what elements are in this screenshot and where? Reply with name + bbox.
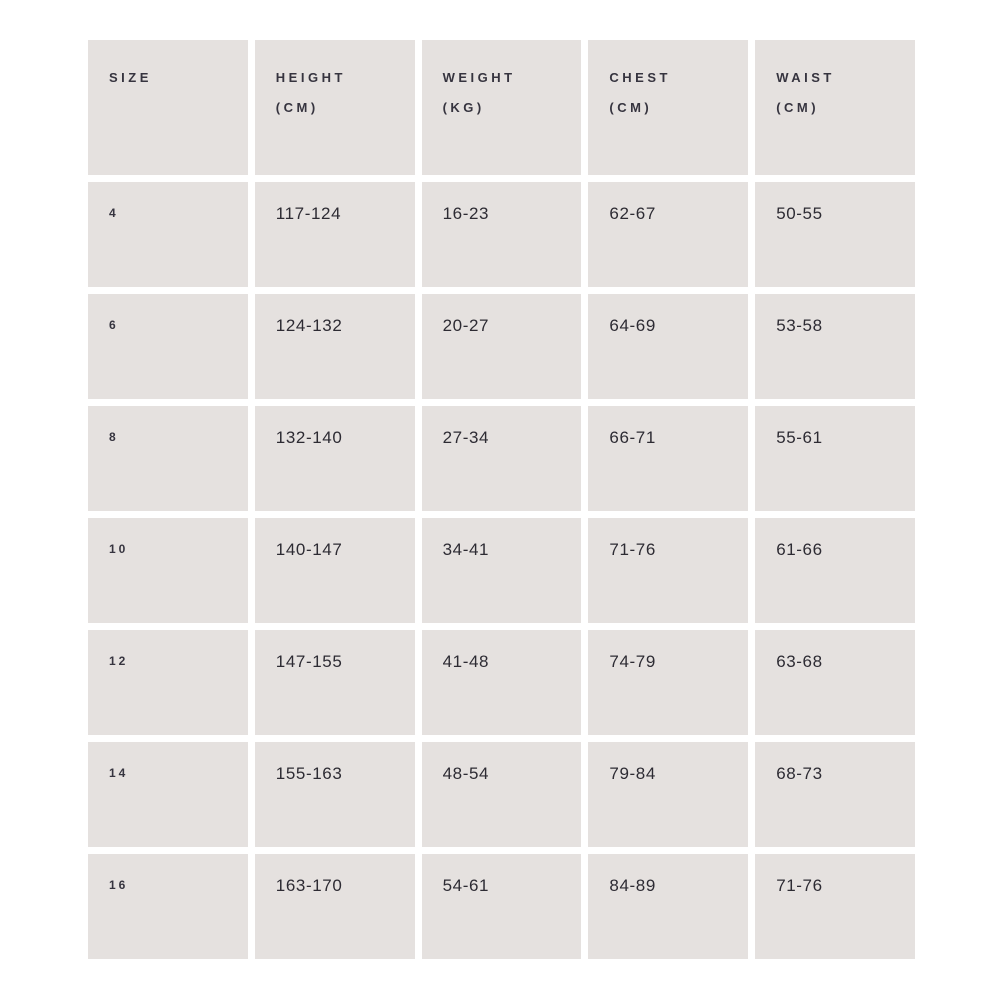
size-chart-table: SIZE HEIGHT (CM) WEIGHT (KG) CHEST (CM) … (88, 40, 915, 959)
table-cell-waist: 68-73 (755, 742, 915, 847)
table-cell-height: 124-132 (254, 294, 415, 399)
table-cell-chest: 71-76 (588, 518, 749, 623)
column-label-weight: WEIGHT (442, 70, 516, 85)
height-value: 124-132 (275, 316, 343, 335)
height-value: 163-170 (275, 876, 343, 895)
height-value: 140-147 (275, 540, 343, 559)
column-unit-chest: (CM) (609, 100, 653, 115)
table-cell-height: 147-155 (254, 630, 415, 735)
column-unit-height: (CM) (275, 100, 319, 115)
column-label-chest: CHEST (609, 70, 671, 85)
chest-value: 74-79 (609, 652, 656, 671)
column-unit-waist: (CM) (776, 100, 820, 115)
height-value: 132-140 (275, 428, 343, 447)
waist-value: 61-66 (776, 540, 823, 559)
waist-value: 71-76 (776, 876, 823, 895)
waist-value: 63-68 (776, 652, 823, 671)
table-cell-chest: 84-89 (588, 854, 749, 959)
header-cell-height: HEIGHT (CM) (254, 40, 415, 175)
table-cell-weight: 34-41 (421, 518, 582, 623)
table-cell-size: 8 (88, 406, 248, 511)
column-label-height: HEIGHT (275, 70, 346, 85)
weight-value: 48-54 (442, 764, 490, 783)
table-cell-chest: 79-84 (588, 742, 749, 847)
table-cell-height: 132-140 (254, 406, 415, 511)
size-value: 14 (109, 766, 129, 780)
table-cell-chest: 64-69 (588, 294, 749, 399)
header-cell-chest: CHEST (CM) (588, 40, 749, 175)
table-cell-size: 14 (88, 742, 248, 847)
table-cell-chest: 66-71 (588, 406, 749, 511)
chest-value: 66-71 (609, 428, 656, 447)
table-cell-waist: 50-55 (755, 182, 915, 287)
weight-value: 41-48 (442, 652, 490, 671)
table-cell-height: 140-147 (254, 518, 415, 623)
size-value: 16 (109, 878, 129, 892)
table-cell-weight: 20-27 (421, 294, 582, 399)
waist-value: 55-61 (776, 428, 823, 447)
table-cell-waist: 55-61 (755, 406, 915, 511)
table-cell-waist: 71-76 (755, 854, 915, 959)
height-value: 155-163 (275, 764, 343, 783)
table-cell-weight: 27-34 (421, 406, 582, 511)
table-cell-chest: 62-67 (588, 182, 749, 287)
waist-value: 68-73 (776, 764, 823, 783)
table-cell-waist: 53-58 (755, 294, 915, 399)
header-cell-size: SIZE (88, 40, 248, 175)
waist-value: 50-55 (776, 204, 823, 223)
table-cell-size: 10 (88, 518, 248, 623)
table-cell-waist: 63-68 (755, 630, 915, 735)
table-cell-waist: 61-66 (755, 518, 915, 623)
column-unit-weight: (KG) (442, 100, 485, 115)
table-cell-weight: 41-48 (421, 630, 582, 735)
weight-value: 27-34 (442, 428, 490, 447)
column-label-waist: WAIST (776, 70, 835, 85)
table-cell-size: 12 (88, 630, 248, 735)
table-cell-height: 163-170 (254, 854, 415, 959)
table-cell-weight: 54-61 (421, 854, 582, 959)
table-cell-size: 4 (88, 182, 248, 287)
size-value: 10 (109, 542, 129, 556)
chest-value: 79-84 (609, 764, 656, 783)
table-cell-weight: 48-54 (421, 742, 582, 847)
table-cell-height: 117-124 (254, 182, 415, 287)
size-value: 8 (109, 430, 119, 444)
header-cell-weight: WEIGHT (KG) (421, 40, 582, 175)
size-value: 12 (109, 654, 129, 668)
chest-value: 71-76 (609, 540, 656, 559)
chest-value: 62-67 (609, 204, 656, 223)
table-cell-weight: 16-23 (421, 182, 582, 287)
weight-value: 20-27 (442, 316, 490, 335)
weight-value: 54-61 (442, 876, 490, 895)
size-value: 4 (109, 206, 119, 220)
waist-value: 53-58 (776, 316, 823, 335)
weight-value: 16-23 (442, 204, 490, 223)
table-cell-size: 16 (88, 854, 248, 959)
height-value: 117-124 (275, 204, 342, 223)
table-cell-height: 155-163 (254, 742, 415, 847)
weight-value: 34-41 (442, 540, 490, 559)
chest-value: 64-69 (609, 316, 656, 335)
table-cell-size: 6 (88, 294, 248, 399)
height-value: 147-155 (275, 652, 343, 671)
chest-value: 84-89 (609, 876, 656, 895)
column-label-size: SIZE (109, 70, 152, 85)
size-value: 6 (109, 318, 119, 332)
table-cell-chest: 74-79 (588, 630, 749, 735)
header-cell-waist: WAIST (CM) (755, 40, 915, 175)
